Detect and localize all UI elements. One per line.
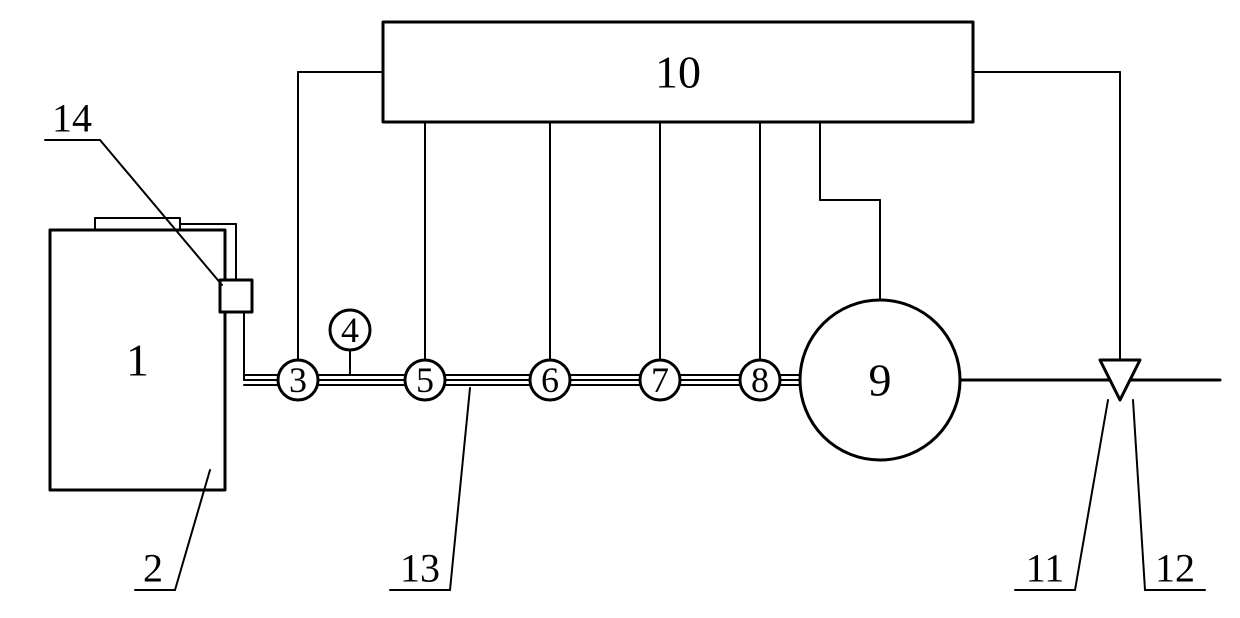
svg-text:10: 10: [655, 47, 701, 98]
svg-text:6: 6: [541, 360, 559, 400]
svg-text:3: 3: [289, 360, 307, 400]
svg-text:2: 2: [143, 546, 163, 591]
svg-text:1: 1: [126, 335, 149, 386]
svg-text:11: 11: [1026, 546, 1065, 591]
svg-text:13: 13: [400, 546, 440, 591]
svg-text:9: 9: [869, 355, 892, 406]
svg-text:14: 14: [52, 96, 92, 141]
svg-text:12: 12: [1155, 546, 1195, 591]
svg-text:5: 5: [416, 360, 434, 400]
svg-text:8: 8: [751, 360, 769, 400]
svg-text:4: 4: [341, 310, 359, 350]
svg-text:7: 7: [651, 360, 669, 400]
